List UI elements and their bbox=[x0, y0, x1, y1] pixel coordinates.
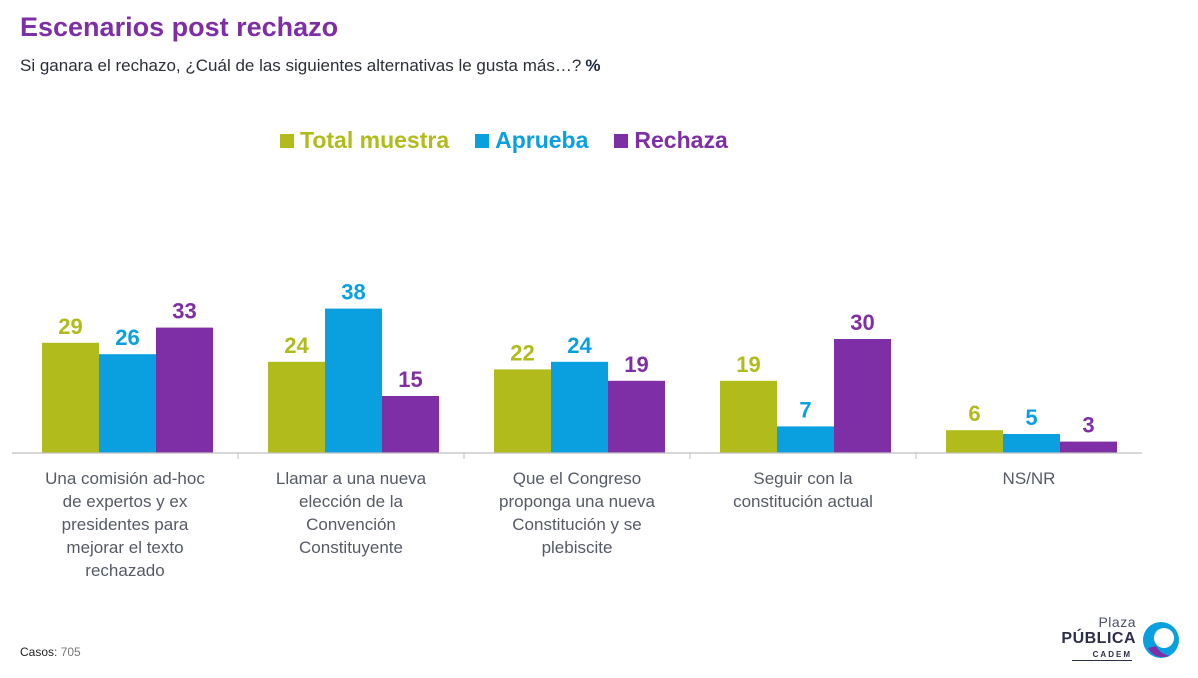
data-label-rechaza-1: 15 bbox=[398, 367, 422, 392]
bar-rechaza-2 bbox=[608, 380, 665, 453]
data-label-aprueba-1: 38 bbox=[341, 280, 365, 305]
bar-rechaza-1 bbox=[382, 396, 439, 453]
cases-label: Casos bbox=[20, 645, 55, 659]
bar-total-3 bbox=[720, 380, 777, 453]
bar-chart: 29 26 33 Una comisión ad-hoc de expertos y e… bbox=[12, 280, 1142, 580]
legend-item-total: Total muestra bbox=[280, 127, 449, 154]
data-label-aprueba-4: 5 bbox=[1025, 405, 1037, 430]
logo-text-publica: PÚBLICA bbox=[1061, 630, 1136, 647]
category-label-0: Una comisión ad-hoc de expertos y ex presi… bbox=[45, 469, 205, 580]
data-label-aprueba-0: 26 bbox=[115, 325, 139, 350]
bar-rechaza-0 bbox=[156, 327, 213, 453]
bar-total-2 bbox=[494, 369, 551, 453]
bar-rechaza-4 bbox=[1060, 441, 1117, 453]
chart-legend: Total muestra Aprueba Rechaza bbox=[280, 127, 728, 154]
bar-total-0 bbox=[42, 342, 99, 453]
legend-swatch-rechaza bbox=[614, 133, 629, 148]
legend-swatch-aprueba bbox=[475, 133, 490, 148]
data-label-total-0: 29 bbox=[58, 314, 82, 339]
plaza-publica-logo: Plaza PÚBLICA CADEM bbox=[1061, 614, 1184, 670]
legend-item-rechaza: Rechaza bbox=[614, 127, 728, 154]
bar-aprueba-4 bbox=[1003, 434, 1060, 453]
legend-label-aprueba: Aprueba bbox=[495, 127, 589, 153]
data-label-aprueba-2: 24 bbox=[567, 333, 592, 358]
legend-label-total: Total muestra bbox=[300, 127, 450, 153]
data-label-rechaza-3: 30 bbox=[850, 310, 874, 335]
logo-text-cadem: CADEM bbox=[1092, 650, 1132, 659]
category-label-1: Llamar a una nueva elección de la Convenci… bbox=[276, 469, 427, 557]
legend-swatch-total bbox=[280, 133, 294, 148]
data-label-total-2: 22 bbox=[510, 340, 534, 365]
bar-total-4 bbox=[946, 430, 1003, 453]
cases-value: 705 bbox=[60, 645, 81, 659]
data-label-total-1: 24 bbox=[284, 333, 309, 358]
chart-subtitle: Si ganara el rechazo, ¿Cuál de las sigui… bbox=[20, 56, 600, 76]
logo-text-plaza: Plaza bbox=[1098, 614, 1136, 630]
bar-aprueba-2 bbox=[551, 361, 608, 453]
legend-item-aprueba: Aprueba bbox=[475, 127, 588, 154]
bar-rechaza-3 bbox=[834, 339, 891, 453]
logo-swirl-icon bbox=[1143, 622, 1179, 658]
data-label-rechaza-2: 19 bbox=[624, 352, 648, 377]
data-label-aprueba-3: 7 bbox=[799, 397, 811, 422]
category-label-3: Seguir con la constitución actual bbox=[733, 469, 873, 511]
legend-label-rechaza: Rechaza bbox=[634, 127, 728, 153]
bar-aprueba-3 bbox=[777, 426, 834, 453]
footer-cases: Casos: 705 bbox=[20, 645, 81, 659]
bar-aprueba-1 bbox=[325, 308, 382, 453]
data-label-total-4: 6 bbox=[968, 401, 980, 426]
data-label-rechaza-4: 3 bbox=[1082, 413, 1094, 438]
category-label-2: Que el Congreso proponga una nueva Constit… bbox=[499, 469, 656, 557]
bar-total-1 bbox=[268, 361, 325, 453]
subtitle-text: Si ganara el rechazo, ¿Cuál de las sigui… bbox=[20, 56, 582, 75]
chart-title: Escenarios post rechazo bbox=[20, 12, 339, 42]
data-label-rechaza-0: 33 bbox=[172, 299, 196, 324]
data-label-total-3: 19 bbox=[736, 352, 760, 377]
category-label-4: NS/NR bbox=[1003, 469, 1056, 488]
unit-label: % bbox=[585, 56, 601, 75]
logo-divider bbox=[1072, 660, 1132, 661]
bar-aprueba-0 bbox=[99, 354, 156, 453]
